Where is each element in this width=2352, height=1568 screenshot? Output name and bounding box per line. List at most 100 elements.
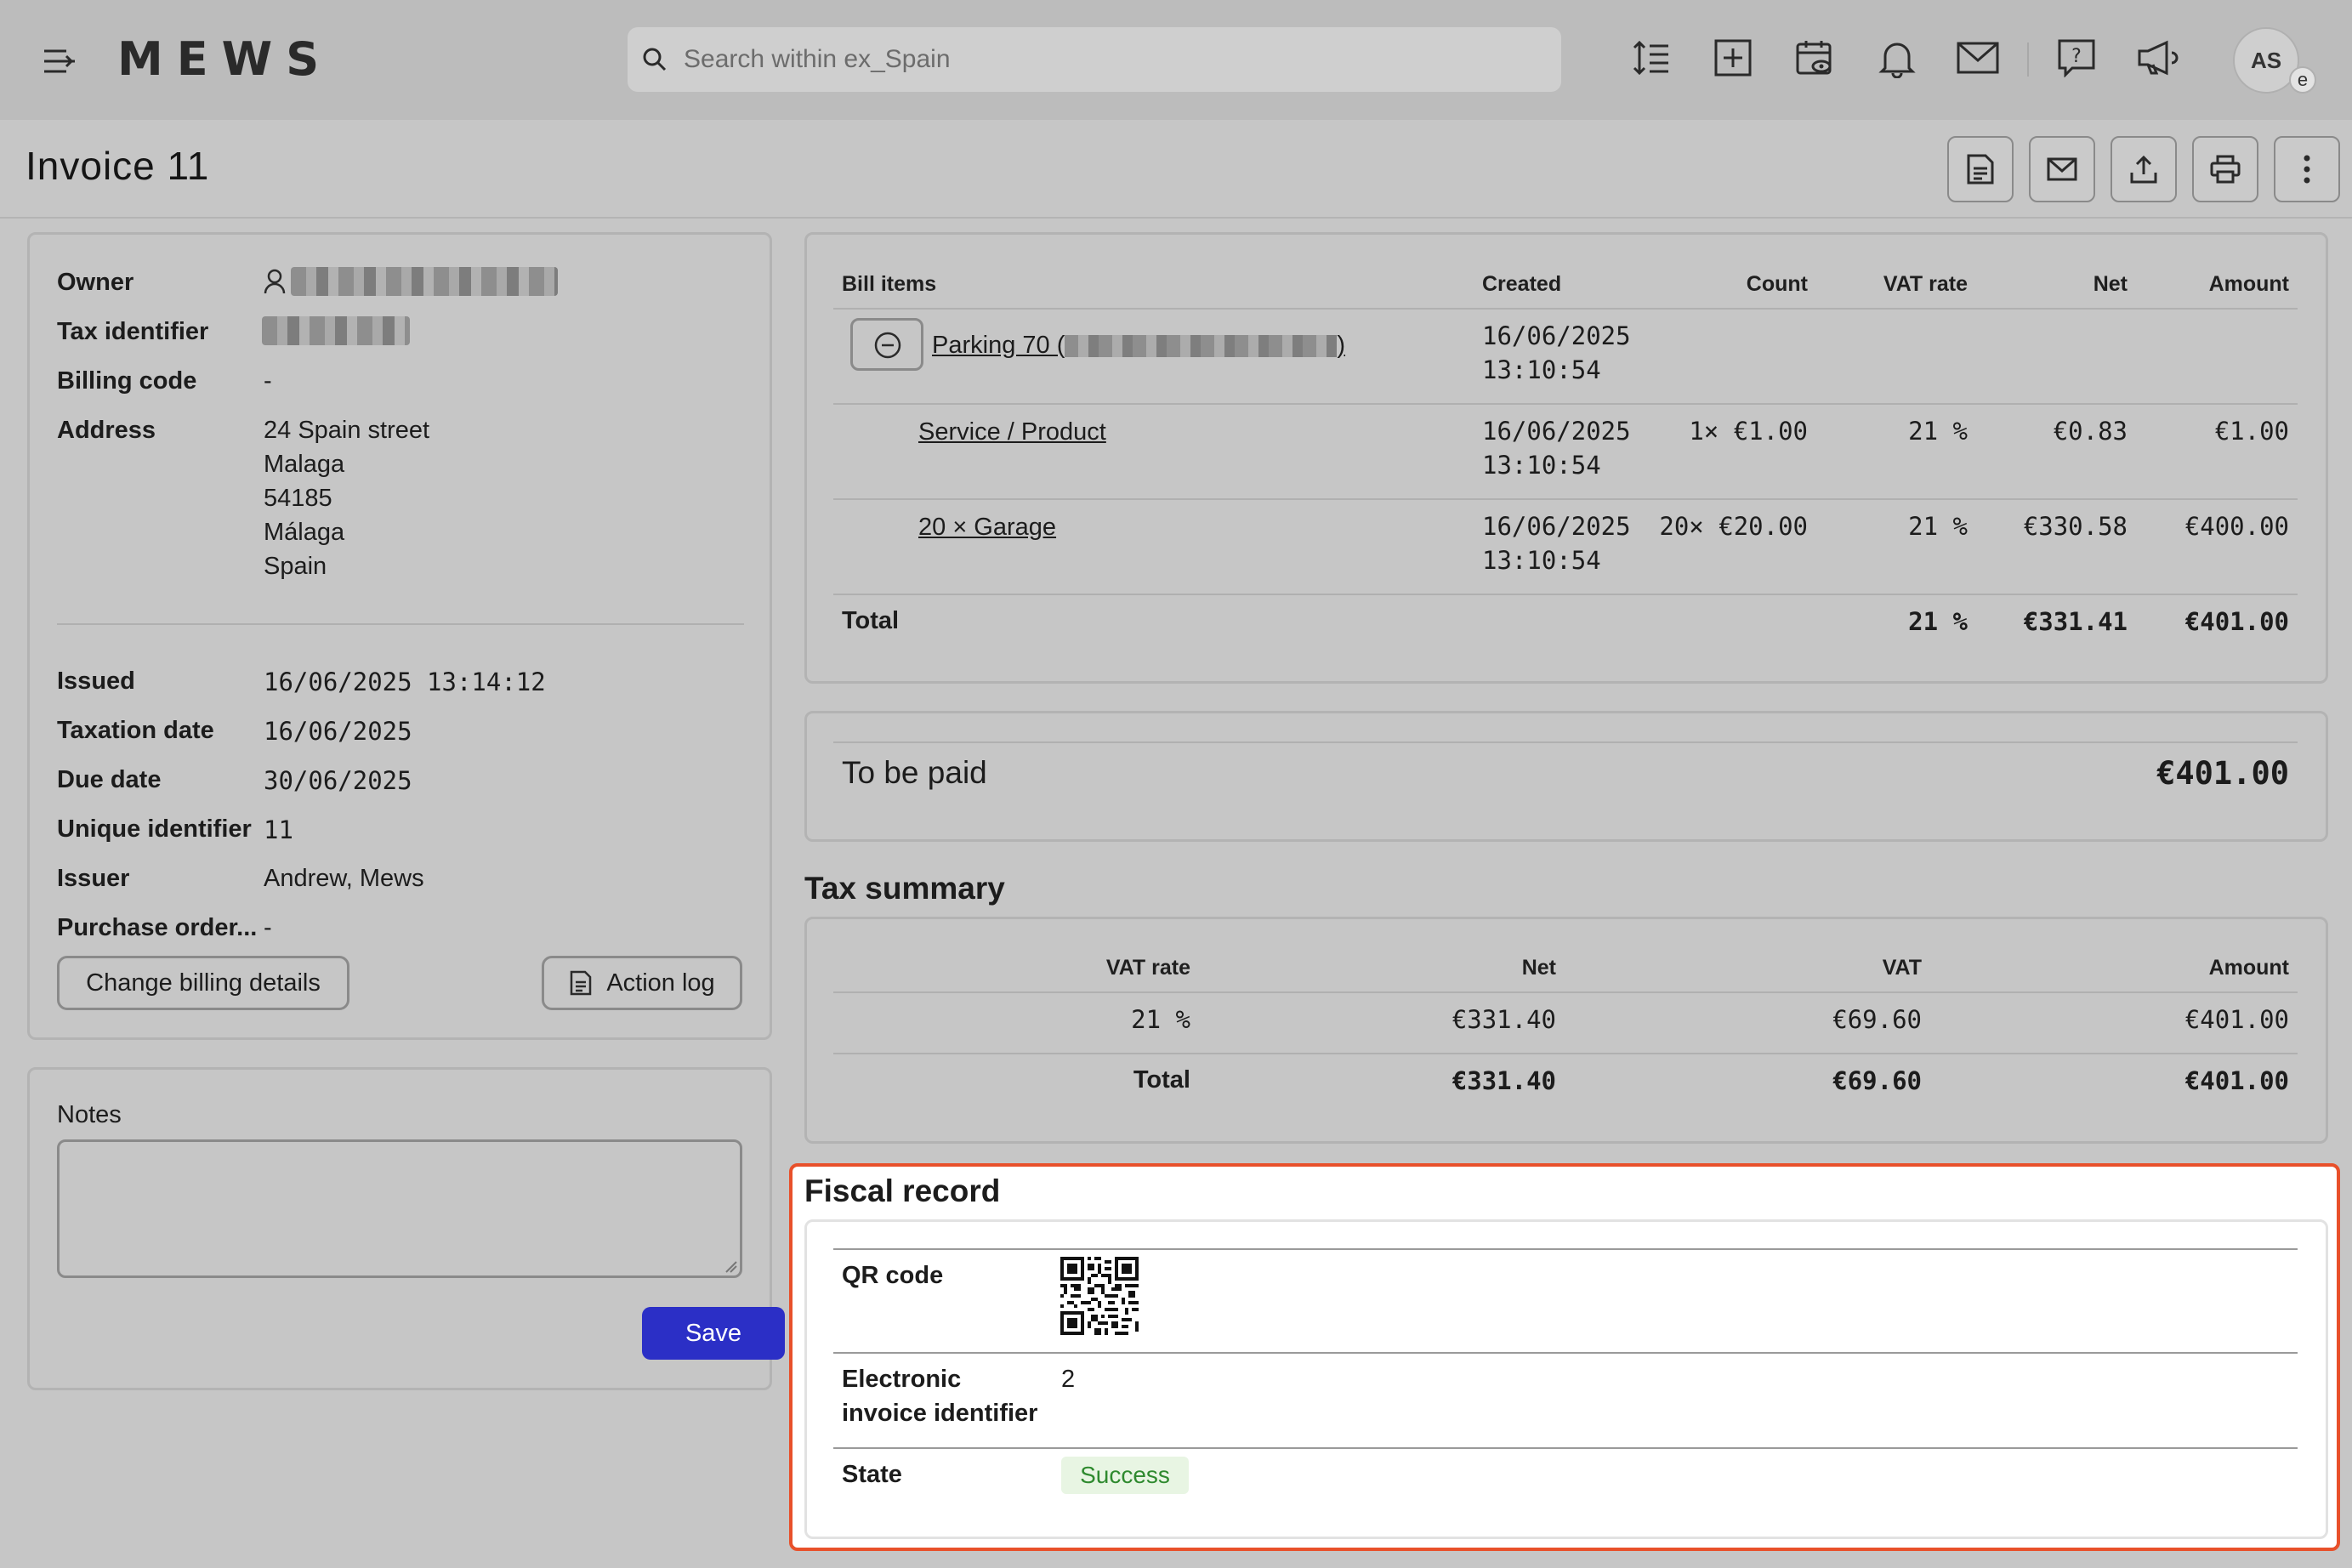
action-log-button[interactable]: Action log bbox=[542, 956, 742, 1010]
bill-item-vat-rate: 21 % bbox=[1908, 512, 1968, 541]
resize-handle-icon[interactable] bbox=[724, 1260, 738, 1274]
taxation-date-value: 16/06/2025 bbox=[264, 717, 412, 746]
bell-icon[interactable] bbox=[1873, 34, 1921, 82]
due-date-value: 30/06/2025 bbox=[264, 766, 412, 795]
state-label: State bbox=[842, 1461, 902, 1488]
address-line: 54185 bbox=[264, 485, 332, 512]
bill-item-count: 1× €1.00 bbox=[1689, 417, 1808, 446]
group-created-time: 13:10:54 bbox=[1482, 355, 1601, 384]
mail-icon[interactable] bbox=[1954, 34, 2002, 82]
collapse-group-button[interactable] bbox=[850, 318, 923, 371]
email-button[interactable] bbox=[2029, 136, 2095, 202]
line-height-icon[interactable] bbox=[1628, 34, 1675, 82]
created-header: Created bbox=[1482, 272, 1562, 296]
bill-item-link[interactable]: Service / Product bbox=[918, 418, 1106, 446]
table-divider bbox=[833, 498, 2298, 500]
bill-item-link[interactable]: 20 × Garage bbox=[918, 514, 1057, 541]
issued-value: 16/06/2025 13:14:12 bbox=[264, 668, 546, 696]
minus-circle-icon bbox=[874, 332, 901, 359]
billing-code-label: Billing code bbox=[57, 367, 197, 395]
tax-vat-rate-header: VAT rate bbox=[1105, 956, 1190, 980]
calendar-view-icon[interactable] bbox=[1791, 34, 1838, 82]
tax-vat-header: VAT bbox=[1882, 956, 1922, 980]
fiscal-record-card bbox=[804, 1219, 2328, 1539]
parking-group-label-end: ) bbox=[1337, 332, 1346, 359]
announcement-icon[interactable] bbox=[2134, 34, 2182, 82]
fiscal-divider bbox=[833, 1248, 2298, 1250]
owner-label: Owner bbox=[57, 269, 134, 296]
address-line: Málaga bbox=[264, 519, 345, 546]
status-badge: Success bbox=[1061, 1457, 1189, 1494]
table-divider bbox=[833, 594, 2298, 595]
print-button[interactable] bbox=[2192, 136, 2258, 202]
taxation-date-label: Taxation date bbox=[57, 717, 214, 744]
export-button[interactable] bbox=[2111, 136, 2177, 202]
tax-identifier-redacted bbox=[262, 316, 410, 345]
header-divider bbox=[0, 217, 2352, 219]
count-header: Count bbox=[1746, 272, 1808, 296]
save-button[interactable]: Save bbox=[642, 1307, 785, 1360]
tax-net-header: Net bbox=[1521, 956, 1556, 980]
tax-summary-card bbox=[804, 917, 2328, 1144]
to-be-paid-card bbox=[804, 711, 2328, 842]
owner-value-redacted[interactable] bbox=[291, 267, 558, 296]
add-icon[interactable] bbox=[1709, 34, 1757, 82]
table-divider bbox=[833, 308, 2298, 310]
top-bar: MEWS Search within ex_Spain ? AS e bbox=[0, 0, 2352, 120]
bill-total-amount: €401.00 bbox=[2184, 607, 2289, 636]
einvoice-value: 2 bbox=[1061, 1366, 1076, 1393]
svg-text:?: ? bbox=[2071, 46, 2082, 67]
einvoice-label-2: invoice identifier bbox=[842, 1400, 1038, 1427]
to-be-paid-divider bbox=[833, 741, 2298, 743]
bill-item-net: €330.58 bbox=[2023, 512, 2128, 541]
document-icon bbox=[1967, 154, 1994, 185]
net-header: Net bbox=[2093, 272, 2128, 296]
bill-items-header: Bill items bbox=[842, 272, 937, 296]
fiscal-record-title: Fiscal record bbox=[804, 1173, 1001, 1208]
search-input[interactable]: Search within ex_Spain bbox=[684, 45, 951, 73]
bill-items-card bbox=[804, 232, 2328, 684]
qr-code-label: QR code bbox=[842, 1262, 944, 1289]
tax-row-vat: €69.60 bbox=[1832, 1005, 1922, 1034]
help-icon[interactable]: ? bbox=[2053, 34, 2100, 82]
address-line: Spain bbox=[264, 553, 327, 580]
notes-textarea[interactable] bbox=[57, 1139, 742, 1278]
bill-item-vat-rate: 21 % bbox=[1908, 417, 1968, 446]
tax-total-net: €331.40 bbox=[1452, 1066, 1556, 1095]
search-bar[interactable]: Search within ex_Spain bbox=[628, 27, 1561, 92]
mail-icon bbox=[2047, 157, 2077, 181]
purchase-order-label: Purchase order... bbox=[57, 914, 258, 941]
mews-logo[interactable]: MEWS bbox=[117, 32, 333, 86]
qr-code-icon[interactable] bbox=[1060, 1257, 1139, 1335]
tax-row-net: €331.40 bbox=[1452, 1005, 1556, 1034]
tax-table-divider bbox=[833, 1053, 2298, 1054]
amount-header: Amount bbox=[2208, 272, 2289, 296]
more-vertical-icon bbox=[2304, 155, 2310, 184]
purchase-order-value: - bbox=[264, 914, 272, 941]
more-button[interactable] bbox=[2274, 136, 2340, 202]
to-be-paid-amount: €401.00 bbox=[2156, 755, 2289, 792]
invoice-details-card bbox=[27, 232, 772, 1040]
unique-identifier-value: 11 bbox=[264, 815, 293, 844]
tax-table-divider bbox=[833, 991, 2298, 993]
address-line: 24 Spain street bbox=[264, 417, 430, 444]
bill-item-created-date: 16/06/2025 bbox=[1482, 417, 1631, 446]
bill-item-amount: €1.00 bbox=[2214, 417, 2289, 446]
tax-identifier-label: Tax identifier bbox=[57, 318, 209, 345]
document-icon bbox=[571, 970, 592, 996]
user-avatar[interactable]: AS bbox=[2233, 27, 2299, 94]
tax-total-amount: €401.00 bbox=[2184, 1066, 2289, 1095]
einvoice-label: Electronic bbox=[842, 1366, 962, 1393]
unique-identifier-label: Unique identifier bbox=[57, 815, 252, 843]
avatar-badge: e bbox=[2289, 66, 2316, 94]
change-billing-details-button[interactable]: Change billing details bbox=[57, 956, 349, 1010]
bill-item-count: 20× €20.00 bbox=[1659, 512, 1808, 541]
document-button[interactable] bbox=[1947, 136, 2014, 202]
parking-group-link[interactable]: Parking 70 () bbox=[932, 332, 1345, 360]
bill-item-created-time: 13:10:54 bbox=[1482, 451, 1601, 480]
bill-total-net: €331.41 bbox=[2023, 607, 2128, 636]
fiscal-divider bbox=[833, 1352, 2298, 1354]
bill-total-label: Total bbox=[842, 607, 900, 634]
menu-icon[interactable] bbox=[41, 44, 78, 78]
vat-rate-header: VAT rate bbox=[1883, 272, 1968, 296]
